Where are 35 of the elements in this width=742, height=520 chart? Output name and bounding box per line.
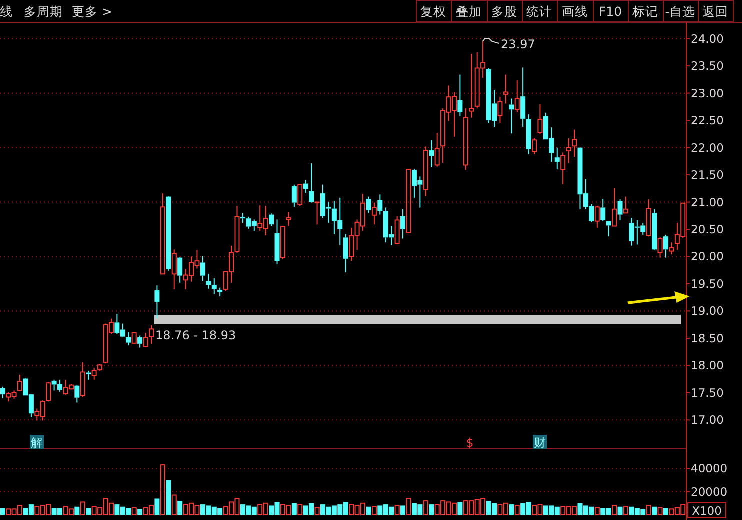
text: 多股 <box>492 4 518 19</box>
text: 叠加 <box>456 4 482 19</box>
text: X100 <box>692 504 722 518</box>
y-tick-label: 20.50 <box>691 222 724 237</box>
text: 多周期 <box>24 4 63 19</box>
text: 统计 <box>526 4 552 19</box>
text: F10 <box>598 4 622 19</box>
y-tick-label: 23.00 <box>691 86 724 100</box>
annotation: 23.97 <box>501 37 536 52</box>
y-tick-label: 19.50 <box>691 276 724 291</box>
y-tick-label: 23.50 <box>691 59 724 74</box>
text: 返回 <box>702 4 728 19</box>
y-tick-label: 17.50 <box>691 386 724 400</box>
annotation: 解 <box>31 436 43 450</box>
text: 更多 > <box>72 4 112 19</box>
y-tick-label: 18.50 <box>691 331 724 346</box>
text: 标记 <box>632 4 658 19</box>
text: 复权 <box>420 4 446 19</box>
y-tick-label: 21.50 <box>691 168 724 182</box>
annotation: $ <box>466 436 474 450</box>
y-tick-label: 22.50 <box>691 114 724 128</box>
y-tick-label: 22.00 <box>691 140 724 155</box>
text: -自选 <box>665 4 696 19</box>
band-label: 18.76 - 18.93 <box>155 328 236 342</box>
annotation: 财 <box>534 436 546 450</box>
y-tick-label: 18.00 <box>691 358 724 373</box>
text: 画线 <box>562 4 588 19</box>
y-tick-label: 20000 <box>691 484 728 499</box>
y-tick-label: 24.00 <box>691 32 724 46</box>
y-tick-label: 17.00 <box>691 413 724 428</box>
text: 线 <box>0 4 13 19</box>
y-tick-label: 21.00 <box>691 195 724 210</box>
y-tick-label: 19.00 <box>691 304 724 318</box>
y-tick-label: 40000 <box>691 462 728 476</box>
y-tick-label: 20.00 <box>691 250 724 264</box>
